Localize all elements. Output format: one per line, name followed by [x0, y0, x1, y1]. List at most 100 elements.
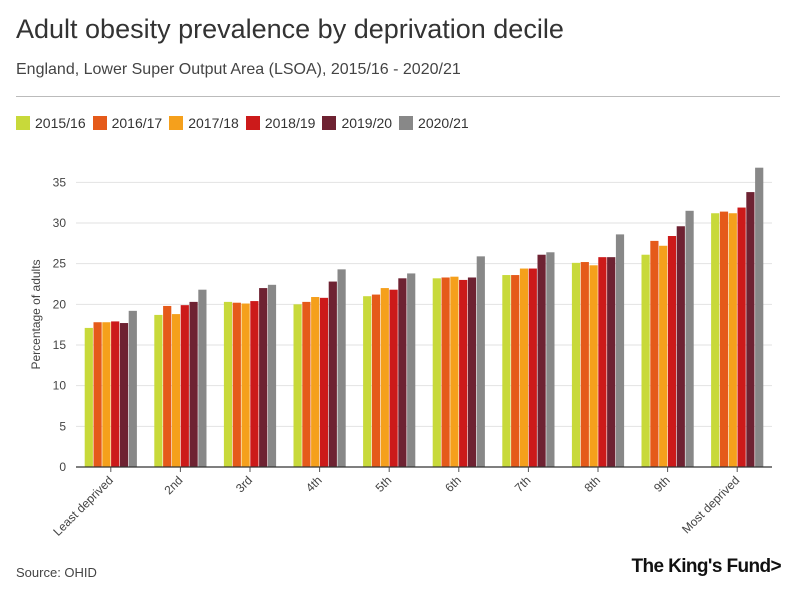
legend-item[interactable]: 2017/18 — [169, 115, 239, 131]
bar — [615, 234, 625, 467]
bar — [380, 288, 389, 467]
bar — [711, 213, 720, 467]
x-tick-label: 6th — [442, 473, 464, 495]
legend-label: 2015/16 — [35, 115, 86, 131]
x-tick-label: 5th — [373, 473, 395, 495]
bar — [667, 236, 677, 467]
y-tick-label: 5 — [59, 419, 66, 433]
legend-item[interactable]: 2020/21 — [399, 115, 469, 131]
bar — [111, 321, 120, 467]
bar — [719, 211, 729, 467]
bar — [128, 310, 137, 467]
bar — [407, 273, 416, 467]
bar — [432, 278, 441, 467]
bar — [676, 226, 685, 467]
bar — [293, 304, 302, 467]
legend-swatch — [322, 116, 337, 130]
bar — [302, 301, 311, 467]
bar — [476, 256, 485, 467]
legend-item[interactable]: 2018/19 — [245, 115, 316, 131]
x-tick-label: 2nd — [161, 473, 185, 497]
bar — [398, 278, 407, 467]
header-divider — [16, 96, 780, 97]
legend-swatch — [245, 116, 260, 130]
bar — [241, 303, 250, 467]
bar — [607, 257, 616, 467]
bar — [371, 294, 381, 467]
legend-swatch — [16, 116, 30, 130]
y-axis-title: Percentage of adults — [29, 259, 43, 369]
bar — [84, 327, 93, 467]
legend-item[interactable]: 2016/17 — [92, 115, 163, 131]
legend-swatch — [92, 116, 107, 130]
bar — [546, 252, 555, 467]
bar — [641, 254, 650, 467]
bar — [102, 322, 111, 467]
x-tick-label: Most deprived — [679, 473, 742, 536]
bar — [685, 210, 694, 468]
source-note: Source: OHID — [16, 565, 97, 580]
bar — [389, 289, 398, 467]
bar — [154, 314, 163, 467]
bar — [571, 262, 581, 467]
x-tick-label: 4th — [303, 473, 325, 495]
bar — [267, 284, 277, 467]
bar — [163, 305, 172, 467]
legend-label: 2019/20 — [341, 115, 393, 131]
bar — [502, 275, 511, 467]
bar — [467, 277, 477, 467]
y-tick-label: 35 — [53, 175, 67, 189]
bar — [93, 322, 102, 467]
y-tick-label: 0 — [59, 460, 66, 474]
bar — [519, 268, 529, 467]
bar — [328, 281, 337, 467]
bar — [337, 269, 346, 467]
legend-label: 2017/18 — [188, 115, 239, 131]
y-tick-label: 30 — [53, 216, 67, 230]
bar — [311, 297, 320, 467]
bar — [511, 275, 520, 467]
bar — [250, 301, 259, 467]
bar — [598, 257, 607, 467]
x-tick-label: 9th — [651, 473, 673, 495]
bar — [189, 301, 198, 467]
brand-logo: The King's Fund> — [631, 556, 781, 577]
legend-item[interactable]: 2019/20 — [322, 115, 392, 131]
bar — [363, 296, 372, 467]
bar — [746, 192, 755, 467]
bar — [728, 213, 737, 467]
x-tick-label: 8th — [581, 473, 603, 495]
bar — [459, 279, 468, 467]
legend-label: 2016/17 — [111, 115, 163, 131]
bar — [755, 167, 764, 467]
bar — [119, 323, 129, 467]
bar — [650, 240, 659, 467]
bar — [589, 265, 598, 467]
y-tick-label: 15 — [53, 338, 67, 352]
y-tick-label: 25 — [53, 257, 67, 271]
bar — [441, 277, 450, 467]
bar — [171, 314, 181, 467]
x-tick-label: 3rd — [233, 473, 255, 495]
legend-swatch — [169, 116, 184, 130]
y-tick-label: 10 — [53, 379, 67, 393]
bar — [223, 301, 233, 467]
bar — [259, 288, 268, 467]
legend-item[interactable]: 2015/16 — [16, 115, 86, 131]
bar — [659, 245, 668, 467]
bar — [450, 276, 459, 467]
chart-title: Adult obesity prevalence by deprivation … — [16, 14, 564, 44]
legend-swatch — [399, 116, 414, 130]
bar — [198, 289, 207, 467]
y-tick-label: 20 — [53, 297, 67, 311]
x-tick-label: 7th — [512, 473, 534, 495]
bar — [232, 302, 241, 467]
bar — [180, 305, 189, 467]
bar — [319, 297, 329, 467]
bar — [737, 207, 746, 468]
chart-subtitle: England, Lower Super Output Area (LSOA),… — [16, 61, 461, 78]
x-tick-label: Least deprived — [50, 473, 116, 539]
bar — [580, 262, 589, 467]
legend-label: 2018/19 — [264, 115, 316, 131]
